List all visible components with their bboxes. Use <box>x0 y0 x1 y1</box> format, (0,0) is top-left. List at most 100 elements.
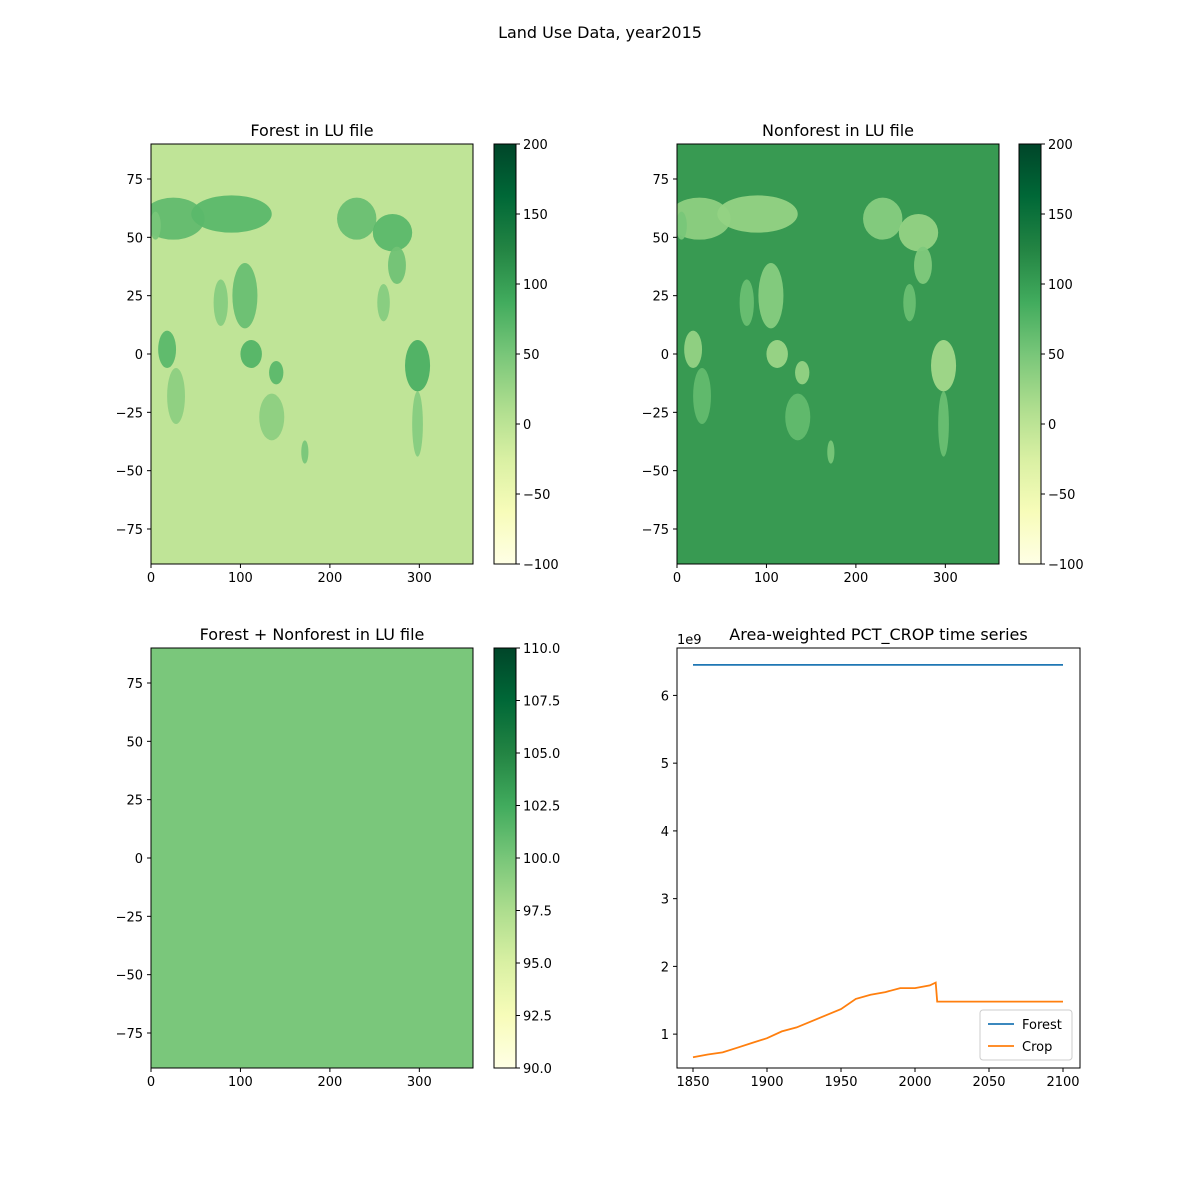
forest-map-panel: Forest in LU file 0 100 200 300 75 50 25 0 −25 −50… <box>116 121 559 586</box>
colorbar-tick-label: 105.0 <box>523 747 560 762</box>
land-region-1 <box>167 368 185 424</box>
land-region-3 <box>717 195 798 233</box>
land-region-9 <box>827 440 835 464</box>
x-tick-label: 0 <box>673 571 681 586</box>
colorbar-tick-label: 200 <box>1048 138 1073 153</box>
y-tick-label: 50 <box>126 735 143 750</box>
x-tick-label: 2100 <box>1046 1075 1079 1090</box>
land-region-0 <box>684 330 703 369</box>
y-tick-label: 50 <box>126 231 143 246</box>
forest-plus-nonforest-map-panel: Forest + Nonforest in LU file 0 100 200 300 7… <box>116 625 561 1090</box>
y-tick-label: 50 <box>652 231 669 246</box>
land-region-14 <box>931 340 957 392</box>
land-region-5 <box>739 279 754 326</box>
land-region-16 <box>677 211 687 240</box>
land-region-13 <box>903 284 916 322</box>
land-region-11 <box>372 214 413 252</box>
y-tick-label: 1 <box>661 1028 669 1043</box>
colorbar <box>493 647 517 1069</box>
x-tick-label: 300 <box>933 571 958 586</box>
legend-box <box>979 1009 1073 1061</box>
land-region-16 <box>151 211 161 240</box>
land-region-12 <box>388 246 406 284</box>
y-tick-label: 6 <box>661 689 669 704</box>
y-tick-label: 0 <box>135 348 143 363</box>
y-tick-label: 25 <box>652 290 669 305</box>
y-tick-label: −75 <box>642 523 669 538</box>
x-tick-label: 2050 <box>972 1075 1005 1090</box>
y-tick-label: −25 <box>642 406 669 421</box>
series-line-crop <box>692 981 1063 1059</box>
y-tick-label: −50 <box>116 969 143 984</box>
y-tick-label: 75 <box>126 677 143 692</box>
colorbar-tick-label: 0 <box>523 418 531 433</box>
map-background <box>151 648 473 1068</box>
land-cells <box>151 195 431 464</box>
land-region-2 <box>151 197 205 240</box>
x-tick-label: 200 <box>317 571 342 586</box>
y-tick-label: −75 <box>116 523 143 538</box>
colorbar-tick-label: 0 <box>1048 418 1056 433</box>
y-tick-label: 0 <box>661 348 669 363</box>
legend-label-crop: Crop <box>1022 1040 1052 1055</box>
panel-title: Forest in LU file <box>250 121 373 140</box>
land-region-8 <box>269 361 284 385</box>
y-tick-label: 3 <box>661 893 669 908</box>
y-tick-label: −25 <box>116 910 143 925</box>
x-tick-label: 1900 <box>750 1075 783 1090</box>
land-region-7 <box>259 393 285 441</box>
axes-frame <box>676 647 1081 1069</box>
figure-suptitle: Land Use Data, year2015 <box>498 23 702 42</box>
colorbar <box>1018 143 1042 565</box>
land-region-1 <box>693 368 711 424</box>
land-region-7 <box>785 393 811 441</box>
legend-label-forest: Forest <box>1022 1018 1062 1033</box>
y-tick-label: 5 <box>661 757 669 772</box>
y-tick-label: 25 <box>126 290 143 305</box>
land-region-9 <box>301 440 309 464</box>
y-scale-label: 1e9 <box>677 633 702 648</box>
land-region-12 <box>914 246 932 284</box>
colorbar-tick-label: 150 <box>1048 208 1073 223</box>
colorbar-tick-label: 150 <box>523 208 548 223</box>
series-layer <box>692 664 1063 1059</box>
y-tick-label: −75 <box>116 1027 143 1042</box>
land-region-10 <box>863 197 903 240</box>
y-tick-label: 75 <box>126 173 143 188</box>
land-region-0 <box>158 330 177 369</box>
x-tick-label: 100 <box>228 571 253 586</box>
land-region-11 <box>898 214 939 252</box>
land-region-4 <box>758 263 784 329</box>
colorbar-tick-label: 200 <box>523 138 548 153</box>
x-tick-label: 200 <box>843 571 868 586</box>
colorbar-tick-label: 95.0 <box>523 957 552 972</box>
land-region-15 <box>412 391 423 457</box>
colorbar-tick-label: −100 <box>523 558 559 573</box>
y-tick-label: 4 <box>661 825 669 840</box>
nonforest-map-panel: Nonforest in LU file 0 100 200 300 75 50 25 0 −25… <box>642 121 1084 586</box>
colorbar-tick-label: 110.0 <box>523 642 560 657</box>
colorbar-tick-label: 100 <box>1048 278 1073 293</box>
x-tick-label: 300 <box>407 571 432 586</box>
y-tick-label: 75 <box>652 173 669 188</box>
y-tick-label: 2 <box>661 960 669 975</box>
land-region-14 <box>405 340 431 392</box>
land-region-3 <box>191 195 272 233</box>
land-region-2 <box>677 197 731 240</box>
colorbar-tick-label: 107.5 <box>523 695 560 710</box>
x-tick-label: 100 <box>754 571 779 586</box>
land-region-15 <box>938 391 949 457</box>
crop-time-series-panel: Area-weighted PCT_CROP time series 1e9 185… <box>661 625 1081 1090</box>
colorbar-tick-label: 102.5 <box>523 800 560 815</box>
land-region-8 <box>795 361 810 385</box>
panel-title: Forest + Nonforest in LU file <box>200 625 425 644</box>
x-tick-label: 0 <box>147 1075 155 1090</box>
colorbar-tick-label: −50 <box>523 488 550 503</box>
colorbar <box>493 143 517 565</box>
y-tick-label: 0 <box>135 852 143 867</box>
colorbar-tick-label: 50 <box>523 348 540 363</box>
land-region-6 <box>240 340 262 368</box>
colorbar-tick-label: 100 <box>523 278 548 293</box>
y-tick-label: −50 <box>642 465 669 480</box>
y-tick-label: −50 <box>116 465 143 480</box>
